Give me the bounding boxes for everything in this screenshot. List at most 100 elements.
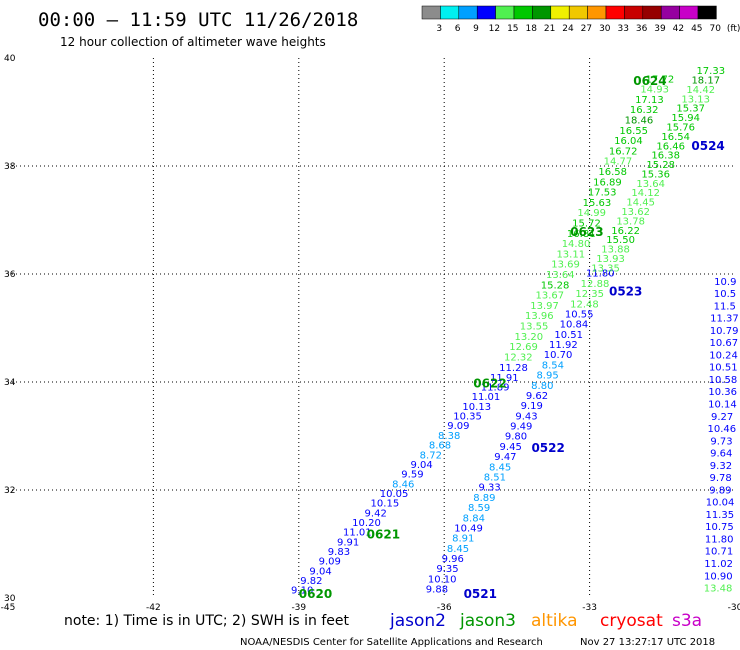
swh-value: 8.91 xyxy=(452,534,474,545)
pass-label: 0522 xyxy=(531,441,564,455)
swh-value: 9.32 xyxy=(710,461,732,472)
satellite-legend-altika: altika xyxy=(531,611,578,631)
scale-label: 12 xyxy=(489,24,500,34)
x-tick-label: -30 xyxy=(728,603,740,613)
y-tick-label: 36 xyxy=(4,270,16,280)
x-tick-label: -39 xyxy=(291,603,306,613)
swh-value: 13.93 xyxy=(596,254,625,265)
swh-value: 13.67 xyxy=(535,291,564,302)
swh-value: 9.04 xyxy=(309,566,331,577)
scale-swatch xyxy=(550,5,570,20)
swh-value: 9.27 xyxy=(711,412,733,423)
swh-value: 9.09 xyxy=(447,421,469,432)
swh-value: 8.45 xyxy=(489,462,511,473)
swh-value: 8.51 xyxy=(484,473,506,484)
color-scale-legend: 3 6 9 12 15 18 21 24 27 30 33 36 39 42 45 70 (ft) xyxy=(421,5,740,34)
footer-timestamp: Nov 27 13:27:17 UTC 2018 xyxy=(580,637,715,648)
swh-value: 9.96 xyxy=(442,554,464,565)
swh-value: 8.38 xyxy=(438,431,460,442)
swh-value: 8.68 xyxy=(429,441,451,452)
swh-value: 8.95 xyxy=(536,371,558,382)
swh-value: 10.04 xyxy=(706,498,735,509)
swh-value: 13.35 xyxy=(591,263,620,274)
swh-value: 12.35 xyxy=(575,289,604,300)
scale-label: 21 xyxy=(544,24,555,34)
scale-label: 45 xyxy=(691,24,702,34)
scale-swatch xyxy=(624,5,644,20)
swh-value: 13.64 xyxy=(636,179,665,190)
axis-ticks: -45 -42 -39 -36 -33 -30 30 32 34 36 38 40 xyxy=(1,54,740,613)
scale-label: 39 xyxy=(654,24,666,34)
y-tick-label: 34 xyxy=(4,378,16,388)
scale-swatch xyxy=(568,5,588,20)
swh-value: 10.05 xyxy=(380,489,409,500)
swh-value: 13.88 xyxy=(601,245,630,256)
swh-value: 13.96 xyxy=(525,311,554,322)
swh-value: 15.76 xyxy=(666,123,695,134)
swh-value: 13.55 xyxy=(520,322,549,333)
swh-value: 10.15 xyxy=(371,499,400,510)
swh-value: 12.88 xyxy=(581,279,610,290)
swh-value: 8.72 xyxy=(420,450,442,461)
swh-value: 12.32 xyxy=(504,352,533,363)
swh-value: 10.24 xyxy=(709,350,738,361)
swh-value: 9.62 xyxy=(526,391,548,402)
note-text: note: 1) Time is in UTC; 2) SWH is in fe… xyxy=(64,613,350,629)
swh-value: 9.89 xyxy=(709,485,731,496)
swh-value: 8.46 xyxy=(392,479,414,490)
swh-value: 9.49 xyxy=(510,422,532,433)
swh-value: 15.63 xyxy=(583,198,612,209)
x-tick-label: -45 xyxy=(1,603,16,613)
x-tick-label: -42 xyxy=(146,603,161,613)
pass-label: 0620 xyxy=(299,587,332,601)
swh-value: 15.37 xyxy=(676,104,705,115)
scale-label: 18 xyxy=(525,24,537,34)
pass-label: 0523 xyxy=(609,285,642,299)
swh-value: 17.33 xyxy=(696,66,725,77)
scale-swatch xyxy=(421,5,441,20)
scale-swatch xyxy=(642,5,662,20)
scale-label: 36 xyxy=(636,24,648,34)
swh-value: 11.91 xyxy=(490,373,519,384)
y-tick-label: 32 xyxy=(4,486,15,496)
swh-value: 9.42 xyxy=(365,508,387,519)
swh-value: 10.35 xyxy=(453,412,482,423)
swh-value: 18.17 xyxy=(691,76,720,87)
swh-value: 9.43 xyxy=(515,411,537,422)
scale-swatch xyxy=(679,5,699,20)
y-tick-label: 30 xyxy=(4,594,16,604)
scale-label: (ft) xyxy=(727,24,740,34)
swh-value: 13.64 xyxy=(546,270,575,281)
swh-value: 11.5 xyxy=(714,301,736,312)
swh-value: 15.28 xyxy=(646,160,675,171)
swh-value: 8.89 xyxy=(473,493,495,504)
swh-value: 16.58 xyxy=(598,167,627,178)
pass-label: 0622 xyxy=(473,376,506,390)
swh-value: 11.35 xyxy=(705,510,734,521)
swh-value: 10.49 xyxy=(454,523,483,534)
scale-label: 30 xyxy=(599,24,611,34)
swh-value: 16.81 xyxy=(567,229,596,240)
swh-value: 9.88 xyxy=(426,585,448,596)
scale-swatch xyxy=(660,5,680,20)
scale-swatch xyxy=(532,5,552,20)
swh-value: 13.69 xyxy=(551,260,580,271)
satellite-tracks: 9.109.829.049.099.839.9111.0110.209.4210… xyxy=(291,66,739,596)
swh-value: 10.55 xyxy=(565,309,594,320)
swh-value: 15.50 xyxy=(606,235,635,246)
chart-title: 00:00 – 11:59 UTC 11/26/2018 xyxy=(38,9,358,31)
scale-label: 9 xyxy=(473,24,479,34)
swh-value: 13.11 xyxy=(556,249,585,260)
swh-value: 14.93 xyxy=(640,85,669,96)
swh-value: 9.78 xyxy=(710,473,732,484)
swh-value: 17.13 xyxy=(635,95,664,106)
scale-label: 33 xyxy=(617,24,628,34)
swh-value: 10.5 xyxy=(714,289,736,300)
swh-value: 8.59 xyxy=(468,503,490,514)
scale-swatch xyxy=(440,5,460,20)
swh-value: 16.04 xyxy=(614,136,643,147)
scale-swatch xyxy=(476,5,496,20)
swh-value: 11.89 xyxy=(481,383,510,394)
swh-value: 10.51 xyxy=(709,363,738,374)
